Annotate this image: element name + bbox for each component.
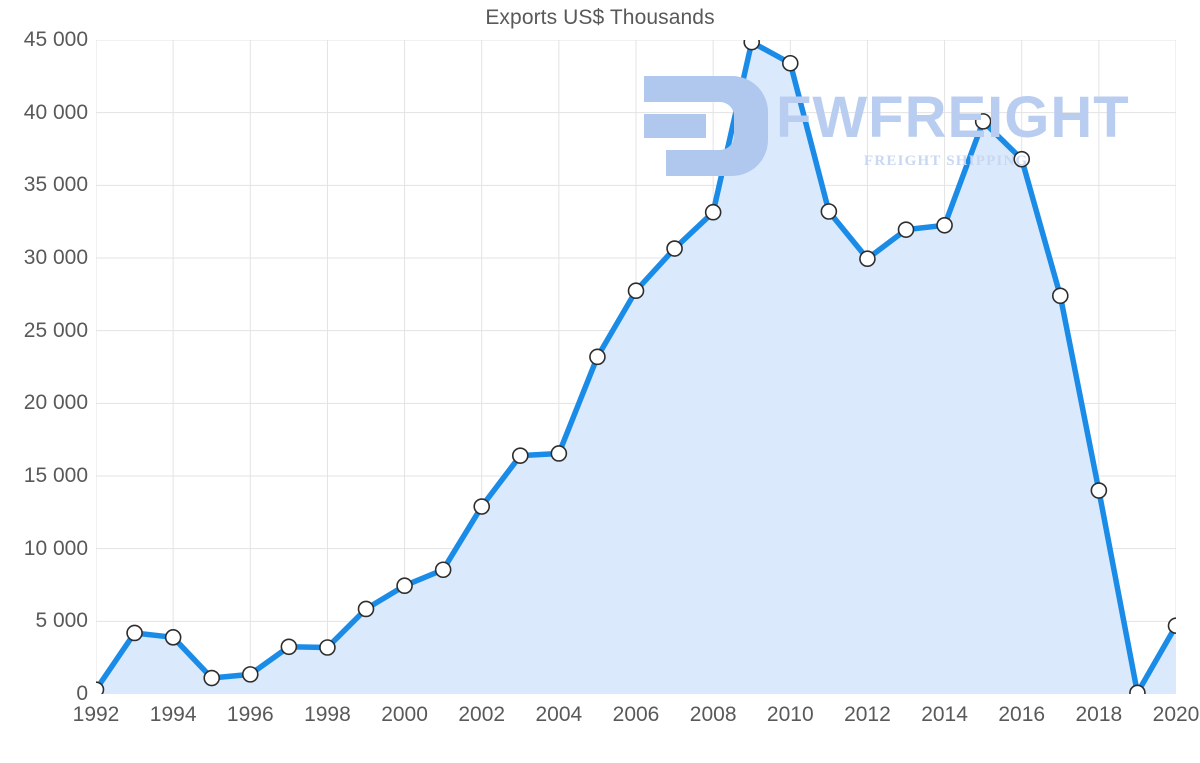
y-axis-tick-label: 30 000 [23,246,88,269]
x-axis-tick-label: 1992 [72,703,120,726]
data-point-marker[interactable]: 2002: 12900 [473,498,491,515]
x-axis-tick-label: 2012 [844,703,891,726]
x-axis-tick-label: 2000 [381,703,428,726]
x-axis-tick-label: 2018 [1075,703,1123,726]
x-axis-tick-label: 2002 [458,703,506,726]
y-axis-tick-label: 5 000 [35,609,88,633]
data-point-marker[interactable]: 2009: 44850 [743,40,761,51]
y-axis-tick-label: 40 000 [23,100,88,124]
y-axis-tick-label: 10 000 [23,536,88,560]
y-axis-tick-label: 45 000 [23,28,88,51]
y-axis-tick-label: 15 000 [23,464,88,487]
data-point-marker[interactable]: 1998: 3200 [319,639,336,656]
data-point-marker[interactable]: 2016: 36800 [1013,150,1031,168]
x-axis-tick-label: 2014 [921,703,968,726]
data-point-marker[interactable]: 2014: 32250 [936,217,953,234]
data-point-marker[interactable]: 2007: 30650 [666,240,683,257]
data-point-marker[interactable]: 1995: 1100 [203,669,221,687]
data-point-marker[interactable]: 2008: 33150 [704,203,722,221]
area-fill [96,42,1176,694]
data-point-marker[interactable]: 1994: 3900 [164,629,182,646]
y-axis-tick-label: 35 000 [23,173,88,197]
data-point-marker[interactable]: 2018: 14000 [1090,482,1108,499]
data-point-marker[interactable]: 2013: 31950 [897,221,915,238]
data-point-marker[interactable]: 2012: 29950 [859,250,876,268]
data-point-marker[interactable]: 2020: 4700 [1167,617,1177,634]
data-point-marker[interactable]: 2006: 27750 [627,282,645,299]
y-axis-tick-label: 25 000 [23,318,88,342]
data-point-marker[interactable]: 2004: 16550 [550,445,568,462]
x-axis-tick-label: 2004 [535,703,583,726]
data-point-marker[interactable]: 1992: 300 [96,681,105,694]
data-point-marker[interactable]: 1997: 3250 [280,638,298,656]
data-point-marker[interactable]: 2017: 27400 [1051,287,1069,305]
x-axis-tick-label: 1994 [149,703,197,726]
x-axis-tick-label: 2020 [1152,703,1200,726]
data-point-marker[interactable]: 2011: 33200 [820,203,838,220]
data-point-marker[interactable]: 2015: 39400 [974,113,992,130]
data-point-marker[interactable]: 2010: 43400 [781,54,799,72]
data-point-marker[interactable]: 2005: 23200 [589,348,606,366]
data-point-marker[interactable]: 2019: 80 [1129,684,1146,694]
data-point-marker[interactable]: 2003: 16400 [511,447,529,464]
x-axis-tick-label: 1996 [226,703,274,726]
y-axis-tick-label: 0 [76,682,88,705]
x-axis-tick-label: 2008 [689,703,737,726]
x-axis-tick-label: 2006 [612,703,660,726]
x-axis-tick-label: 2010 [766,703,814,726]
chart-title: Exports US$ Thousands [485,6,715,29]
data-point-marker[interactable]: 1996: 1350 [241,666,259,683]
data-point-marker[interactable]: 2001: 8550 [434,561,452,579]
x-axis-tick-label: 2016 [998,703,1046,726]
y-axis-tick-label: 20 000 [23,391,88,415]
x-axis-tick-label: 1998 [304,703,351,726]
data-point-marker[interactable]: 2000: 7450 [396,577,413,595]
data-point-marker[interactable]: 1999: 5850 [357,600,375,618]
